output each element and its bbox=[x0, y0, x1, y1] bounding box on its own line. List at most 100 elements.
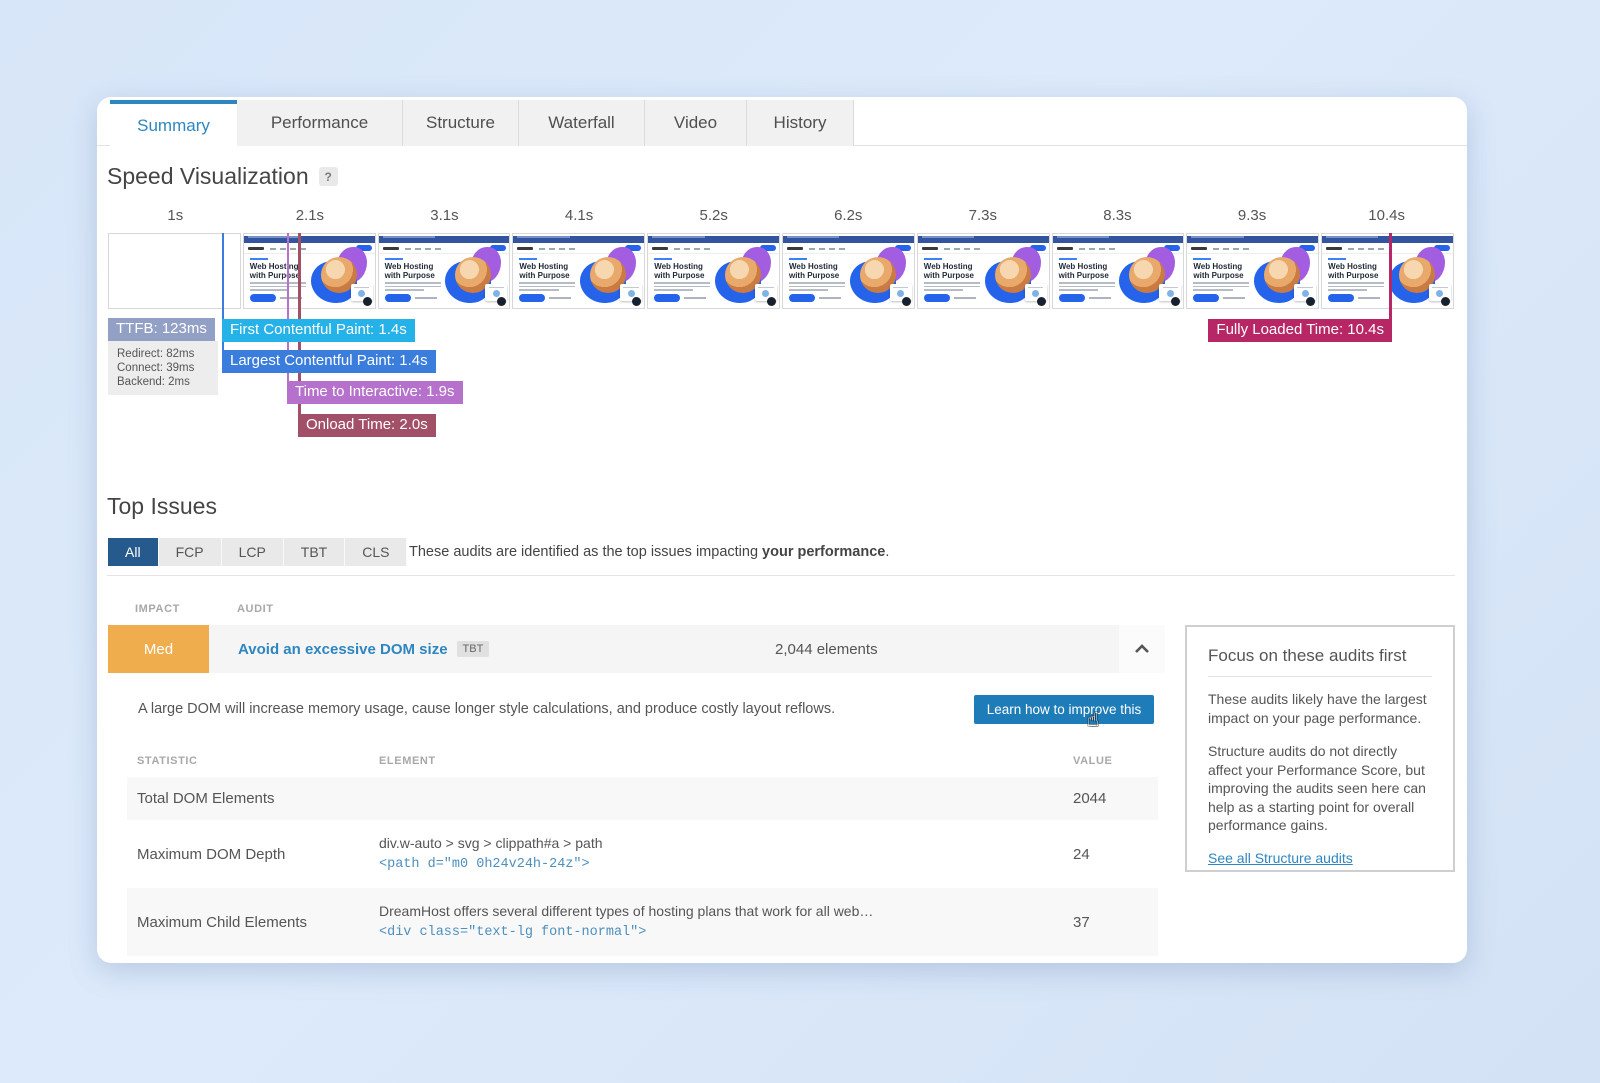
thumb-cta-button bbox=[1058, 294, 1085, 302]
tick-label: 3.1s bbox=[430, 207, 459, 224]
help-icon[interactable]: ? bbox=[318, 167, 338, 186]
element-cell: div.w-auto > svg > clippath#a > path <pa… bbox=[369, 820, 1063, 888]
fcp-badge: First Contentful Paint: 1.4s bbox=[222, 319, 415, 342]
thumb-announcement-bar bbox=[378, 236, 510, 243]
impact-column-header: IMPACT bbox=[135, 603, 180, 615]
filmstrip-frame[interactable]: Web Hosting with Purpose bbox=[1186, 233, 1320, 309]
page-screenshot-thumbnail: Web Hosting with Purpose bbox=[378, 234, 510, 308]
thumb-heading: Web Hosting with Purpose bbox=[249, 262, 301, 280]
thumb-cta-button bbox=[384, 294, 411, 302]
thumb-nav-bar bbox=[513, 243, 645, 254]
thumb-menu-items bbox=[943, 248, 984, 250]
tab-performance[interactable]: Performance bbox=[237, 100, 403, 146]
speed-visualization-title: Speed Visualization bbox=[107, 163, 309, 189]
filmstrip-frame[interactable]: Web Hosting with Purpose bbox=[647, 233, 780, 309]
thumb-logo bbox=[1191, 247, 1208, 250]
caption-bold-text: your performance bbox=[762, 544, 886, 560]
tab-history[interactable]: History bbox=[747, 100, 854, 146]
fully-loaded-badge: Fully Loaded Time: 10.4s bbox=[1208, 319, 1392, 342]
thumb-text-link bbox=[549, 297, 572, 299]
thumb-hero-art bbox=[1252, 247, 1317, 307]
thumb-chat-bubble-icon bbox=[362, 297, 372, 306]
thumb-overlay-card bbox=[1159, 284, 1182, 301]
thumb-heading: Web Hosting with Purpose bbox=[1058, 262, 1109, 280]
thumb-announcement-bar bbox=[513, 236, 645, 243]
thumb-eyebrow-text bbox=[1328, 258, 1347, 260]
page-screenshot-thumbnail: Web Hosting with Purpose bbox=[782, 234, 914, 308]
thumb-hero-art bbox=[713, 247, 777, 307]
filmstrip-frame[interactable]: Web Hosting with Purpose bbox=[377, 233, 511, 309]
filmstrip-frame[interactable]: Web Hosting with Purpose bbox=[1321, 233, 1454, 309]
tab-structure[interactable]: Structure bbox=[403, 100, 519, 146]
filmstrip-frame[interactable]: Web Hosting with Purpose bbox=[512, 233, 646, 309]
audit-title-link[interactable]: Avoid an excessive DOM size bbox=[238, 640, 448, 658]
thumb-overlay-card bbox=[1294, 284, 1317, 301]
thumb-nav-button bbox=[355, 245, 372, 251]
filmstrip-frame[interactable]: Web Hosting with Purpose bbox=[781, 233, 915, 309]
thumb-heading: Web Hosting with Purpose bbox=[654, 262, 705, 280]
thumb-heading: Web Hosting with Purpose bbox=[519, 262, 570, 280]
thumb-nav-bar bbox=[648, 243, 779, 254]
thumb-paragraph-lines bbox=[249, 282, 306, 293]
thumb-text-link bbox=[684, 297, 707, 299]
filmstrip-frame[interactable]: Web Hosting with Purpose bbox=[1051, 233, 1185, 309]
filter-fcp[interactable]: FCP bbox=[158, 538, 222, 566]
collapse-toggle[interactable] bbox=[1119, 625, 1165, 673]
page-screenshot-thumbnail: Web Hosting with Purpose bbox=[1322, 234, 1453, 308]
element-code: <div class="text-lg font-normal"> bbox=[379, 925, 647, 940]
thumb-text-link bbox=[414, 297, 437, 299]
thumb-hero-art bbox=[443, 247, 508, 307]
thumb-heading: Web Hosting with Purpose bbox=[923, 262, 975, 280]
tti-badge: Time to Interactive: 1.9s bbox=[287, 381, 463, 404]
thumb-announcement-bar bbox=[1052, 236, 1184, 243]
thumb-overlay-card bbox=[754, 284, 777, 301]
statistic-cell: Maximum DOM Depth bbox=[137, 845, 286, 863]
thumb-nav-bar bbox=[243, 243, 375, 254]
thumb-cta-button bbox=[519, 294, 546, 302]
table-row: Maximum DOM Depth div.w-auto > svg > cli… bbox=[127, 820, 1158, 888]
thumb-announcement-bar bbox=[243, 236, 375, 243]
page-screenshot-thumbnail: Web Hosting with Purpose bbox=[648, 234, 779, 308]
filmstrip-frame[interactable]: Web Hosting with Purpose bbox=[242, 233, 376, 309]
thumb-menu-items bbox=[1348, 248, 1389, 250]
thumb-announcement-bar bbox=[782, 236, 914, 243]
fully-loaded-marker-line bbox=[1389, 233, 1392, 319]
value-column-header: VALUE bbox=[1073, 755, 1113, 767]
tab-video[interactable]: Video bbox=[645, 100, 747, 146]
thumb-logo bbox=[786, 247, 803, 250]
thumb-menu-items bbox=[269, 248, 310, 250]
lcp-badge: Largest Contentful Paint: 1.4s bbox=[222, 350, 436, 373]
filter-tbt[interactable]: TBT bbox=[283, 538, 346, 566]
filter-all[interactable]: All bbox=[108, 538, 159, 566]
thumb-paragraph-lines bbox=[654, 282, 711, 293]
learn-how-to-improve-button[interactable]: Learn how to improve this bbox=[974, 695, 1154, 724]
thumb-nav-button bbox=[490, 245, 507, 251]
tick-label: 5.2s bbox=[699, 207, 728, 224]
thumb-eyebrow-text bbox=[519, 258, 538, 260]
impact-badge: Med bbox=[108, 625, 209, 673]
filter-cls[interactable]: CLS bbox=[345, 538, 408, 566]
thumb-heading: Web Hosting with Purpose bbox=[1193, 262, 1244, 280]
thumb-paragraph-lines bbox=[384, 282, 441, 293]
thumb-cta-button bbox=[1193, 294, 1220, 302]
tab-waterfall[interactable]: Waterfall bbox=[519, 100, 645, 146]
thumb-text-link bbox=[953, 297, 976, 299]
filmstrip-frame[interactable] bbox=[108, 233, 241, 309]
value-cell: 24 bbox=[1073, 845, 1090, 863]
thumb-nav-bar bbox=[1322, 243, 1453, 254]
thumb-paragraph-lines bbox=[1058, 282, 1115, 293]
section-divider bbox=[107, 575, 1455, 576]
filter-lcp[interactable]: LCP bbox=[221, 538, 284, 566]
filmstrip: Web Hosting with Purpose Web Hosting wit… bbox=[108, 233, 1454, 309]
thumb-paragraph-lines bbox=[923, 282, 980, 293]
thumb-logo bbox=[1056, 247, 1073, 250]
see-all-structure-audits-link[interactable]: See all Structure audits bbox=[1208, 849, 1353, 866]
thumb-logo bbox=[247, 247, 264, 250]
thumb-logo bbox=[517, 247, 534, 250]
thumb-eyebrow-text bbox=[788, 258, 807, 260]
panel-title: Focus on these audits first bbox=[1208, 646, 1432, 677]
filmstrip-frame[interactable]: Web Hosting with Purpose bbox=[916, 233, 1050, 309]
tab-summary[interactable]: Summary bbox=[110, 100, 237, 147]
dom-statistics-table: STATISTIC ELEMENT VALUE Total DOM Elemen… bbox=[127, 747, 1158, 956]
onload-badge: Onload Time: 2.0s bbox=[298, 414, 436, 437]
